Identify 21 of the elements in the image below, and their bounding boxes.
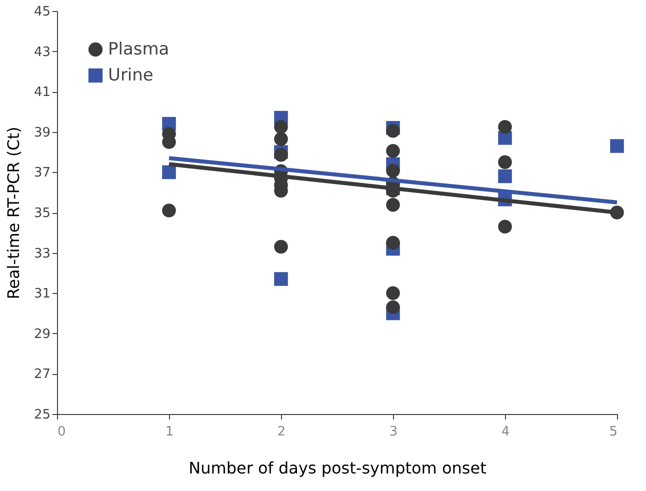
x-tick-label: 3 (389, 424, 398, 440)
x-tick-label: 0 (58, 424, 66, 440)
x-tick-label: 5 (609, 424, 618, 440)
y-tick-label: 25 (34, 408, 50, 422)
y-tick-label: 43 (34, 44, 50, 60)
legend-label: Plasma (108, 40, 170, 60)
x-tick-label: 4 (501, 424, 510, 440)
y-tick-label: 33 (34, 246, 50, 262)
y-tick-label: 29 (34, 326, 50, 342)
y-tick-label: 27 (34, 367, 50, 382)
y-tick-label: 31 (34, 286, 50, 302)
legend-label: Urine (108, 66, 154, 86)
x-tick-label: 2 (277, 424, 286, 440)
y-axis-title: Real-time RT-PCR (Ct) (4, 126, 23, 300)
y-tick-label: 35 (34, 206, 50, 221)
x-tick-label: 1 (165, 424, 174, 440)
y-tick-label: 39 (34, 125, 50, 140)
y-tick-label: 45 (34, 4, 50, 20)
y-tick-label: 37 (34, 166, 50, 181)
x-axis-title: Number of days post-symptom onset (188, 458, 486, 478)
y-tick-label: 41 (34, 85, 50, 100)
